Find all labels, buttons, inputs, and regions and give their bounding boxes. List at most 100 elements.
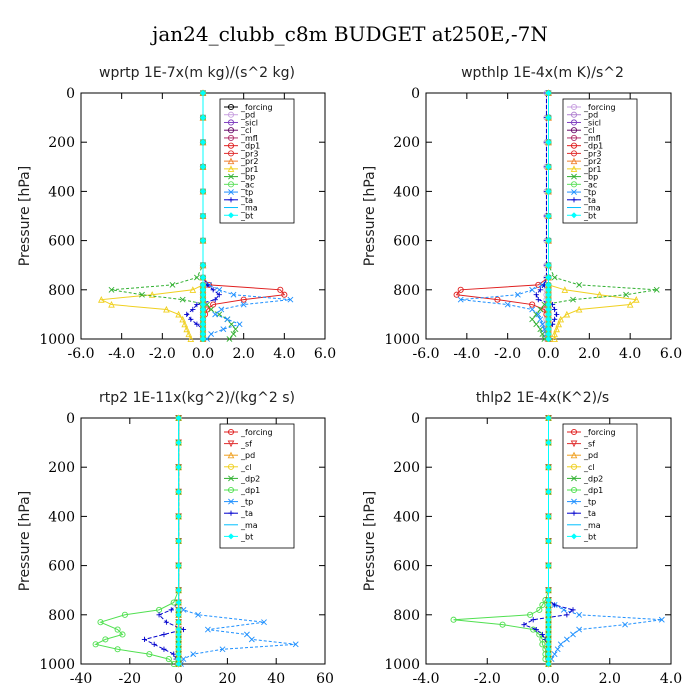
data-point <box>499 621 506 628</box>
legend-marker <box>227 103 235 111</box>
data-point <box>570 607 576 613</box>
panel-title: thlp2 1E-4x(K^2)/s <box>476 390 609 406</box>
data-point <box>575 305 583 313</box>
x-tick-label: -20 <box>119 671 142 687</box>
series-line <box>111 93 237 340</box>
legend-box <box>219 423 295 549</box>
data-point <box>539 601 546 609</box>
legend-label: _ta <box>583 196 596 205</box>
legend-label: _tp <box>240 188 253 197</box>
y-tick-label: 1000 <box>384 657 420 673</box>
data-point <box>453 291 460 298</box>
legend-marker <box>227 142 235 149</box>
data-point <box>537 287 543 293</box>
legend-marker <box>227 127 235 134</box>
data-point <box>551 274 558 281</box>
data-point <box>529 286 536 293</box>
data-point <box>189 286 197 293</box>
data-point <box>219 646 226 653</box>
data-point <box>199 163 207 170</box>
data-point <box>563 636 570 643</box>
legend-marker <box>228 197 234 203</box>
data-point <box>97 619 104 626</box>
data-point <box>175 599 182 606</box>
data-point <box>175 414 182 422</box>
legend-marker <box>570 103 578 111</box>
data-point <box>148 291 156 298</box>
legend-label: _dp2 <box>583 474 603 483</box>
data-point <box>230 291 237 298</box>
legend-marker <box>227 533 235 540</box>
series-line <box>455 93 549 339</box>
data-point <box>146 651 153 658</box>
data-point <box>658 616 665 623</box>
x-tick-label: 0.0 <box>537 346 559 362</box>
data-point <box>545 537 552 545</box>
data-point <box>240 296 247 303</box>
data-point <box>545 262 552 269</box>
legend-marker <box>227 111 235 118</box>
data-point <box>539 321 546 328</box>
legend-label: _ta <box>240 509 253 518</box>
series-pr1 <box>98 89 207 343</box>
data-point <box>530 617 536 623</box>
data-point <box>545 464 552 471</box>
series-line <box>143 418 186 665</box>
y-axis-label: Pressure [hPa] <box>17 491 33 591</box>
data-point <box>281 291 288 298</box>
legend-marker <box>570 181 578 188</box>
legend-label: _ma <box>240 204 258 213</box>
legend-label: _cl <box>240 126 252 135</box>
y-tick-label: 600 <box>48 559 75 575</box>
legend-label: _sicl <box>240 118 258 127</box>
data-point <box>554 311 560 317</box>
legend-label: _bp <box>240 173 255 182</box>
data-point <box>457 296 464 303</box>
x-tick-label: 20 <box>218 671 236 687</box>
y-tick-label: 200 <box>393 460 420 476</box>
legend-label: _ma <box>583 521 601 530</box>
legend-label: _pd <box>583 451 598 460</box>
series-dp1 <box>92 414 182 668</box>
data-point <box>545 188 552 195</box>
y-tick-label: 1000 <box>384 332 420 348</box>
panel-4: thlp2 1E-4x(K^2)/s Pressure [hPa] -4.0 -2.0… <box>362 390 682 687</box>
data-point <box>545 139 552 146</box>
data-point <box>179 296 186 303</box>
data-point <box>552 316 558 322</box>
data-point <box>570 631 576 638</box>
legend-label: _pr3 <box>240 149 258 158</box>
data-point <box>240 301 247 308</box>
x-tick-label: -6.0 <box>68 346 95 362</box>
y-tick-label: 200 <box>393 135 420 151</box>
data-point <box>175 513 182 520</box>
data-point <box>194 301 200 308</box>
data-point <box>175 611 182 618</box>
legend-label: _forcing <box>583 103 616 112</box>
data-point <box>185 330 193 338</box>
x-tick-label: -4.0 <box>108 346 135 362</box>
y-tick-label: 0 <box>411 86 420 102</box>
y-tick-label: 400 <box>393 509 420 525</box>
data-point <box>141 636 148 642</box>
legend-label: _bt <box>240 211 253 220</box>
legend-marker <box>228 498 234 505</box>
x-tick-label: 2.0 <box>233 346 255 362</box>
data-point <box>533 626 539 633</box>
data-point <box>161 646 167 652</box>
legend-label: _ta <box>583 509 596 518</box>
legend-label: _sf <box>583 440 595 449</box>
data-point <box>564 612 570 618</box>
data-point <box>228 321 235 328</box>
legend-label: _pr2 <box>583 157 601 166</box>
data-point <box>218 306 225 313</box>
data-point <box>622 621 628 628</box>
data-point <box>545 114 552 121</box>
panel-3: rtp2 1E-11x(kg^2)/(kg^2 s) Pressure [hPa]… <box>17 390 334 687</box>
data-point <box>204 626 211 633</box>
data-point <box>92 641 99 648</box>
panel-1: wprtp 1E-7x(m kg)/(s^2 kg) Pressure [hPa]… <box>17 65 336 362</box>
legend-marker <box>227 157 235 165</box>
legend-marker <box>570 212 578 219</box>
data-point <box>545 163 552 170</box>
